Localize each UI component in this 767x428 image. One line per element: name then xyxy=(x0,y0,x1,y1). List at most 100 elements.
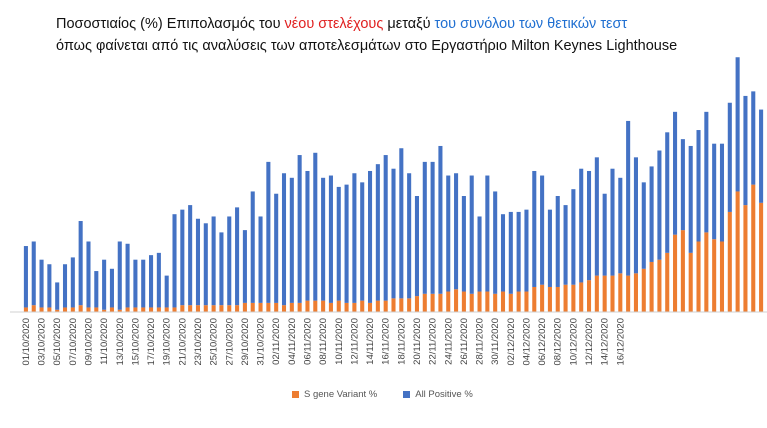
bar-all-positive-59 xyxy=(485,175,490,292)
x-tick-label-26: 22/11/2020 xyxy=(428,318,439,365)
bar-s-gene-62 xyxy=(508,293,513,312)
bar-all-positive-23 xyxy=(203,223,208,306)
bar-all-positive-79 xyxy=(641,182,646,269)
bar-all-positive-7 xyxy=(78,221,83,306)
legend-label-all-positive: All Positive % xyxy=(415,389,473,400)
title-part-all-positive: του συνόλου των θετικών τεστ xyxy=(434,16,628,32)
x-tick-label-24: 18/11/2020 xyxy=(396,318,407,365)
bar-s-gene-82 xyxy=(665,252,670,312)
bar-s-gene-59 xyxy=(485,291,490,312)
x-tick-label-32: 04/12/2020 xyxy=(521,318,532,366)
bar-all-positive-72 xyxy=(586,170,592,281)
bar-s-gene-88 xyxy=(712,239,717,312)
bar-all-positive-41 xyxy=(344,184,349,303)
bar-s-gene-12 xyxy=(117,309,122,312)
x-tick-label-6: 13/10/2020 xyxy=(115,318,126,366)
bar-s-gene-7 xyxy=(78,305,83,312)
bar-s-gene-40 xyxy=(336,300,341,312)
bar-all-positive-65 xyxy=(532,170,537,287)
bar-all-positive-37 xyxy=(313,152,318,301)
legend-label-s-gene: S gene Variant % xyxy=(304,389,378,400)
x-tick-label-34: 08/12/2020 xyxy=(553,318,564,366)
x-tick-labels: 01/10/2020 03/10/2020 05/10/2020 07/10/2020… xyxy=(21,318,626,366)
bar-s-gene-26 xyxy=(227,305,232,312)
bar-all-positive-78 xyxy=(633,157,638,274)
bar-all-positive-61 xyxy=(500,214,506,292)
bar-s-gene-77 xyxy=(626,275,631,312)
bar-all-positive-22 xyxy=(195,218,201,306)
bar-s-gene-60 xyxy=(493,293,498,312)
bar-s-gene-83 xyxy=(673,234,678,312)
bars-group xyxy=(23,57,764,312)
bar-all-positive-21 xyxy=(188,205,193,306)
bar-s-gene-43 xyxy=(360,300,365,312)
x-tick-label-10: 21/10/2020 xyxy=(177,318,188,366)
bar-s-gene-39 xyxy=(328,302,333,312)
bar-s-gene-45 xyxy=(375,300,380,312)
x-tick-label-11: 23/10/2020 xyxy=(193,318,204,366)
x-tick-label-31: 02/12/2020 xyxy=(506,318,517,366)
bar-s-gene-54 xyxy=(446,291,451,312)
bar-s-gene-57 xyxy=(469,293,474,312)
bar-all-positive-25 xyxy=(219,232,224,306)
bar-all-positive-15 xyxy=(141,259,146,308)
bar-all-positive-90 xyxy=(727,102,732,212)
bar-s-gene-37 xyxy=(313,300,318,312)
title-part-1: Ποσοστιαίος (%) Επιπολασμός του xyxy=(56,16,285,32)
bar-all-positive-28 xyxy=(242,230,247,303)
bar-all-positive-27 xyxy=(235,207,240,306)
bar-all-positive-71 xyxy=(579,168,584,283)
bar-s-gene-80 xyxy=(649,261,654,312)
bar-all-positive-83 xyxy=(673,111,678,235)
x-tick-label-30: 30/11/2020 xyxy=(490,318,501,365)
bar-all-positive-76 xyxy=(618,177,623,274)
x-tick-label-19: 08/11/2020 xyxy=(318,318,329,365)
bar-all-positive-91 xyxy=(735,57,740,192)
bar-all-positive-3 xyxy=(47,264,52,308)
x-tick-label-2: 05/10/2020 xyxy=(52,318,63,366)
bar-all-positive-0 xyxy=(23,246,28,308)
bar-s-gene-23 xyxy=(203,305,208,312)
bar-all-positive-44 xyxy=(368,170,373,303)
bar-all-positive-64 xyxy=(524,209,529,292)
bar-all-positive-85 xyxy=(688,145,693,253)
bar-all-positive-35 xyxy=(297,155,302,303)
bar-all-positive-13 xyxy=(125,243,130,308)
bar-s-gene-85 xyxy=(688,252,693,312)
bar-s-gene-93 xyxy=(751,184,756,312)
bar-s-gene-6 xyxy=(70,307,75,312)
bar-all-positive-4 xyxy=(55,282,60,310)
bar-all-positive-60 xyxy=(493,191,498,294)
chart-title-line-1: Ποσοστιαίος (%) Επιπολασμός του νέου στε… xyxy=(56,16,627,32)
bar-s-gene-64 xyxy=(524,291,529,312)
bar-s-gene-27 xyxy=(235,305,240,312)
bar-all-positive-56 xyxy=(461,196,466,292)
bar-all-positive-24 xyxy=(211,216,216,306)
bar-s-gene-61 xyxy=(500,291,506,312)
bar-all-positive-17 xyxy=(156,252,161,308)
bar-s-gene-2 xyxy=(39,307,44,312)
bar-all-positive-38 xyxy=(321,177,326,301)
x-tick-label-37: 14/12/2020 xyxy=(600,318,611,366)
x-tick-label-27: 24/11/2020 xyxy=(443,318,454,365)
bar-s-gene-87 xyxy=(704,232,709,312)
legend-item-all-positive: All Positive % xyxy=(403,389,473,400)
bar-s-gene-36 xyxy=(305,300,310,312)
bar-all-positive-80 xyxy=(649,166,654,262)
bar-all-positive-10 xyxy=(102,259,107,310)
bar-s-gene-73 xyxy=(594,275,599,312)
bar-all-positive-74 xyxy=(602,193,607,276)
bar-all-positive-63 xyxy=(516,211,521,292)
x-tick-label-17: 04/11/2020 xyxy=(287,318,298,365)
bar-s-gene-78 xyxy=(633,273,638,312)
bar-s-gene-50 xyxy=(414,296,419,312)
bar-s-gene-51 xyxy=(422,293,427,312)
bar-s-gene-52 xyxy=(430,293,435,312)
bar-s-gene-21 xyxy=(188,305,193,312)
bar-all-positive-33 xyxy=(281,173,287,306)
bar-all-positive-29 xyxy=(250,191,255,303)
bar-s-gene-10 xyxy=(102,309,107,312)
bar-all-positive-84 xyxy=(680,139,685,231)
bar-all-positive-40 xyxy=(336,186,341,301)
bar-s-gene-5 xyxy=(62,307,68,312)
